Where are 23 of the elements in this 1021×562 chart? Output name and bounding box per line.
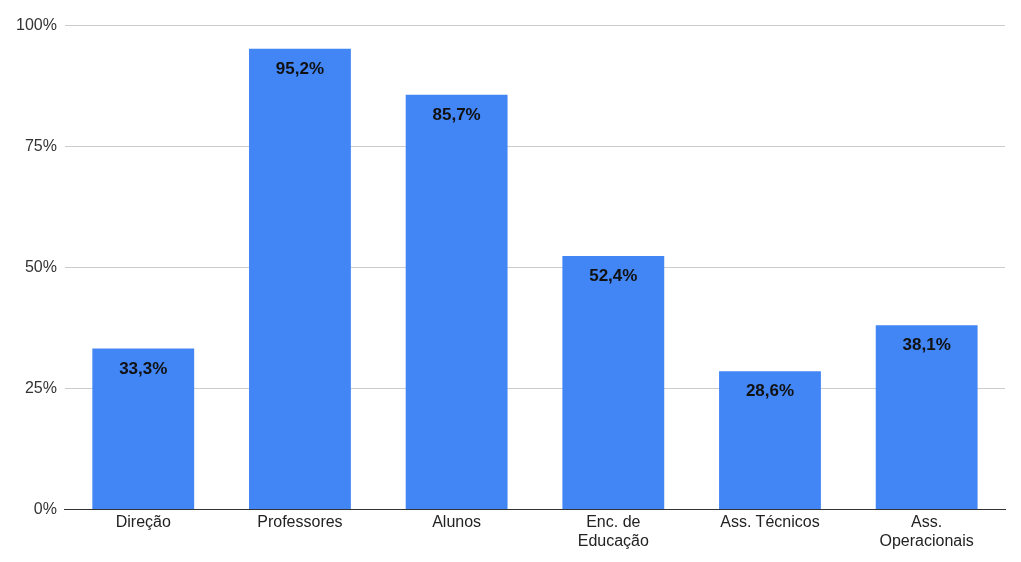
data-label: 85,7%: [432, 105, 481, 124]
x-tick-label: Enc. de Educação: [577, 512, 649, 549]
bar: [719, 371, 821, 510]
bar: [875, 325, 978, 510]
data-label: 33,3%: [119, 358, 168, 378]
data-label: 38,1%: [902, 335, 951, 355]
data-label: 52,4%: [589, 266, 638, 286]
x-tick-label: Professores: [257, 512, 343, 530]
bar: [405, 94, 508, 510]
bar: [92, 348, 195, 510]
y-tick-label: 100%: [16, 16, 57, 34]
x-tick-label: Ass. Técnicos: [720, 512, 820, 530]
x-tick-label: Ass. Operacionais: [879, 512, 974, 549]
x-tick-label: Alunos: [432, 512, 482, 530]
y-tick-label: 50%: [24, 258, 57, 276]
y-tick-label: 0%: [33, 500, 57, 518]
x-tick-label: Direção: [115, 512, 171, 530]
bar: [249, 48, 351, 510]
bar: [562, 255, 665, 510]
y-tick-label: 75%: [24, 137, 57, 155]
y-tick-label: 25%: [24, 379, 57, 397]
data-label: 95,2%: [275, 59, 325, 79]
data-label: 28,6%: [745, 381, 795, 401]
